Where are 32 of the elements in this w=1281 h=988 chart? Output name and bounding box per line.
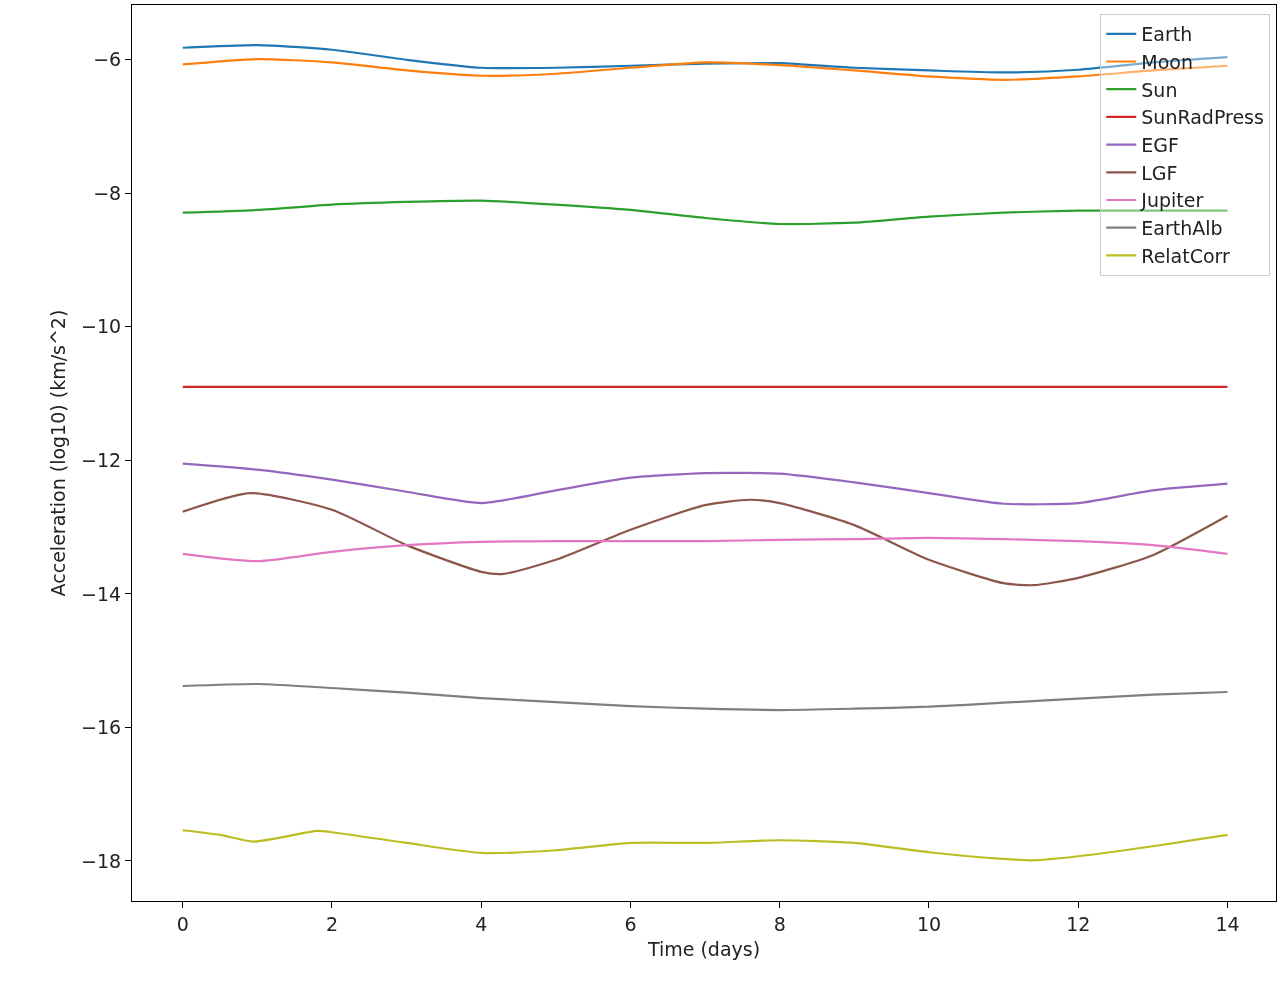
legend-label: Sun xyxy=(1141,78,1178,101)
line-series xyxy=(181,491,1229,587)
y-tick-label: −16 xyxy=(81,716,122,739)
y-tick-label: −8 xyxy=(93,181,122,204)
x-tick-label: 0 xyxy=(176,912,189,935)
line-series xyxy=(181,682,1229,712)
x-tick-label: 8 xyxy=(773,912,786,935)
legend-label: RelatCorr xyxy=(1141,244,1231,267)
x-tick-label: 14 xyxy=(1215,912,1240,935)
legend-label: SunRadPress xyxy=(1141,106,1264,129)
legend-label: Earth xyxy=(1141,23,1193,46)
legend-label: EGF xyxy=(1141,134,1179,157)
x-tick-label: 2 xyxy=(325,912,339,935)
line-series xyxy=(181,462,1229,506)
y-tick-label: −10 xyxy=(81,315,122,338)
x-tick-label: 10 xyxy=(916,912,942,935)
legend-label: LGF xyxy=(1141,161,1178,184)
x-tick-label: 4 xyxy=(475,912,488,935)
y-tick-label: −14 xyxy=(81,582,122,605)
y-tick-label: −6 xyxy=(93,48,122,71)
y-axis-title: Acceleration (log10) (km/s^2) xyxy=(46,309,69,597)
line-series xyxy=(181,43,1229,74)
line-series xyxy=(181,536,1229,563)
legend-label: Jupiter xyxy=(1140,189,1204,212)
line-series xyxy=(181,57,1229,81)
x-tick-label: 12 xyxy=(1066,912,1091,935)
legend-label: EarthAlb xyxy=(1141,217,1223,240)
x-tick-label: 6 xyxy=(624,912,637,935)
y-tick-label: −18 xyxy=(81,849,122,872)
line-series xyxy=(181,829,1229,862)
x-axis-title: Time (days) xyxy=(646,937,761,960)
y-tick-label: −12 xyxy=(81,448,122,471)
